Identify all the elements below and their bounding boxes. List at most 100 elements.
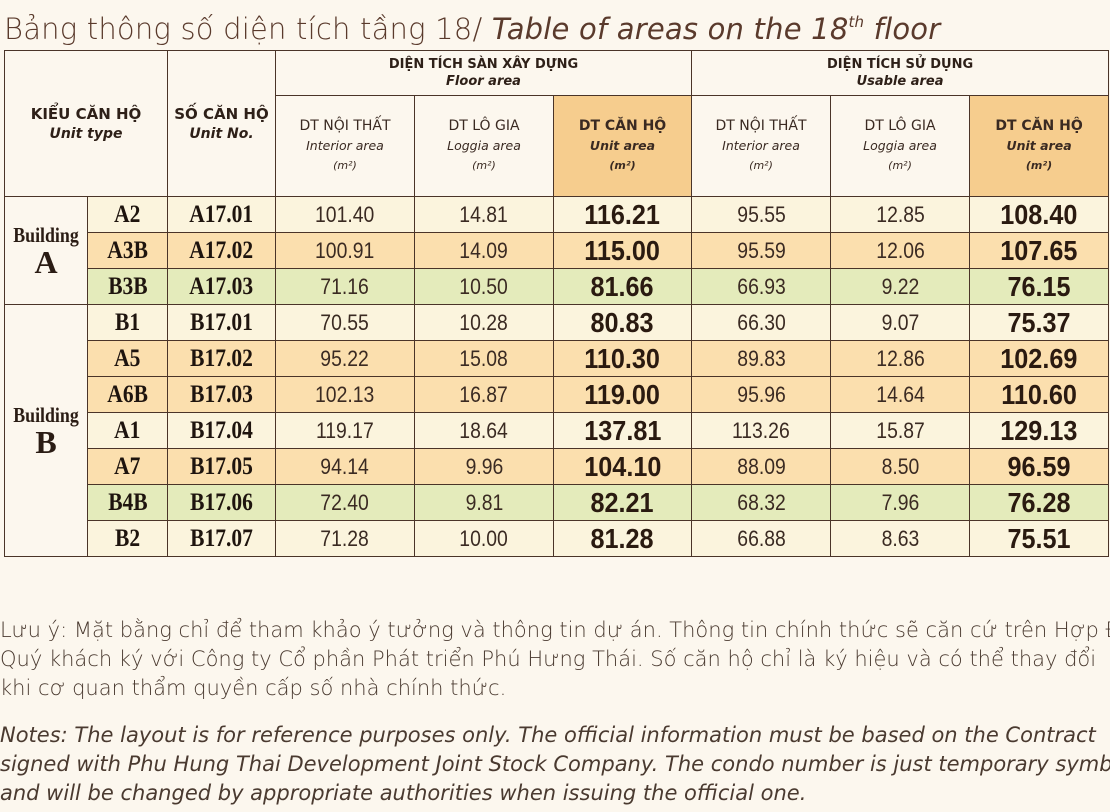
- floor-interior-cell: 72.40: [275, 484, 415, 521]
- floor-unit-area-cell: 119.00: [552, 376, 693, 413]
- floor-unit-area-cell: 82.21: [552, 484, 693, 521]
- header-usable-unit-area: DT CĂN HỘ Unit area (m²): [969, 95, 1110, 197]
- unit-type-cell: B1: [87, 304, 168, 341]
- header-usable-interior: DT NỘI THẤT Interior area (m²): [691, 95, 832, 197]
- usable-loggia-cell: 15.87: [830, 412, 971, 449]
- title-vi: Bảng thông số diện tích tầng 18/: [4, 12, 492, 46]
- table-row: A7 B17.05 94.14 9.96 104.10 88.09 8.50 9…: [5, 448, 1110, 485]
- floor-interior-cell: 71.16: [275, 268, 415, 305]
- title-en: Table of areas on the 18th floor: [491, 12, 941, 46]
- unit-type-cell: B4B: [87, 484, 168, 521]
- unit-no-cell: B17.03: [167, 376, 276, 413]
- unit-no-cell: A17.01: [167, 196, 276, 233]
- unit-type-cell: A5: [87, 340, 168, 377]
- floor-interior-cell: 71.28: [275, 520, 415, 557]
- header-floor-interior: DT NỘI THẤT Interior area (m²): [275, 95, 415, 197]
- area-table: KIỂU CĂN HỘ Unit type SỐ CĂN HỘ Unit No.…: [4, 50, 1110, 557]
- floor-loggia-cell: 14.09: [414, 232, 554, 269]
- header-usable-loggia: DT LÔ GIA Loggia area (m²): [830, 95, 971, 197]
- building-b-label: Building B: [4, 304, 88, 557]
- unit-no-cell: B17.07: [167, 520, 276, 557]
- usable-interior-cell: 95.96: [691, 376, 832, 413]
- unit-type-cell: A3B: [87, 232, 168, 269]
- usable-interior-cell: 66.88: [691, 520, 832, 557]
- floor-interior-cell: 101.40: [275, 196, 415, 233]
- table-row: Building B B1 B17.01 70.55 10.28 80.83 66…: [4, 304, 1110, 557]
- page-title: Bảng thông số diện tích tầng 18/ Table o…: [4, 2, 940, 46]
- unit-type-cell: A6B: [87, 376, 168, 413]
- usable-loggia-cell: 12.85: [830, 196, 971, 233]
- header-usable-area: DIỆN TÍCH SỬ DỤNG Usable area: [691, 50, 1110, 96]
- floor-loggia-cell: 14.81: [414, 196, 554, 233]
- usable-unit-area-cell: 76.28: [969, 484, 1110, 521]
- floor-interior-cell: 100.91: [275, 232, 415, 269]
- header-floor-unit-area: DT CĂN HỘ Unit area (m²): [552, 95, 693, 197]
- unit-type-cell: B3B: [87, 268, 168, 305]
- table-row: A5 B17.02 95.22 15.08 110.30 89.83 12.86…: [5, 340, 1110, 377]
- unit-type-cell: B2: [87, 520, 168, 557]
- table-row: A3B A17.02 100.91 14.09 115.00 95.59 12.…: [5, 232, 1110, 269]
- unit-type-cell: A1: [87, 412, 168, 449]
- table-row: A6B B17.03 102.13 16.87 119.00 95.96 14.…: [5, 376, 1110, 413]
- usable-loggia-cell: 7.96: [830, 484, 971, 521]
- table-row: Building A A2 A17.01 101.40 14.81 116.21 …: [4, 196, 1110, 305]
- building-a-label: Building A: [4, 196, 88, 305]
- floor-loggia-cell: 16.87: [414, 376, 554, 413]
- floor-unit-area-cell: 81.66: [552, 268, 693, 305]
- floor-loggia-cell: 10.00: [414, 520, 554, 557]
- usable-interior-cell: 113.26: [691, 412, 832, 449]
- floor-unit-area-cell: 110.30: [552, 340, 693, 377]
- usable-unit-area-cell: 102.69: [969, 340, 1110, 377]
- table-row: A1 B17.04 119.17 18.64 137.81 113.26 15.…: [5, 412, 1110, 449]
- floor-loggia-cell: 9.81: [414, 484, 554, 521]
- notes: Lưu ý: Mặt bằng chỉ để tham khảo ý tưởng…: [0, 616, 1110, 808]
- usable-interior-cell: 68.32: [691, 484, 832, 521]
- notes-en: Notes: The layout is for reference purpo…: [0, 723, 1110, 805]
- unit-no-cell: A17.03: [167, 268, 276, 305]
- usable-unit-area-cell: 76.15: [969, 268, 1110, 305]
- floor-unit-area-cell: 137.81: [552, 412, 693, 449]
- table-row: B4B B17.06 72.40 9.81 82.21 68.32 7.96 7…: [5, 484, 1110, 521]
- usable-unit-area-cell: 75.37: [969, 304, 1110, 341]
- table-row: B3B A17.03 71.16 10.50 81.66 66.93 9.22 …: [5, 268, 1110, 305]
- usable-interior-cell: 66.93: [691, 268, 832, 305]
- floor-unit-area-cell: 80.83: [552, 304, 693, 341]
- floor-interior-cell: 94.14: [275, 448, 415, 485]
- notes-vi: Lưu ý: Mặt bằng chỉ để tham khảo ý tưởng…: [0, 618, 1110, 700]
- usable-loggia-cell: 8.50: [830, 448, 971, 485]
- unit-no-cell: B17.01: [167, 304, 276, 341]
- usable-loggia-cell: 12.06: [830, 232, 971, 269]
- floor-loggia-cell: 18.64: [414, 412, 554, 449]
- usable-interior-cell: 95.55: [691, 196, 832, 233]
- floor-interior-cell: 119.17: [275, 412, 415, 449]
- floor-unit-area-cell: 116.21: [552, 196, 693, 233]
- usable-loggia-cell: 14.64: [830, 376, 971, 413]
- unit-type-cell: A7: [87, 448, 168, 485]
- floor-loggia-cell: 9.96: [414, 448, 554, 485]
- usable-interior-cell: 88.09: [691, 448, 832, 485]
- unit-no-cell: B17.04: [167, 412, 276, 449]
- unit-no-cell: B17.02: [167, 340, 276, 377]
- header-unit-no: SỐ CĂN HỘ Unit No.: [167, 50, 276, 197]
- unit-no-cell: A17.02: [167, 232, 276, 269]
- usable-unit-area-cell: 129.13: [969, 412, 1110, 449]
- floor-unit-area-cell: 104.10: [552, 448, 693, 485]
- floor-unit-area-cell: 81.28: [552, 520, 693, 557]
- floor-interior-cell: 102.13: [275, 376, 415, 413]
- unit-no-cell: B17.06: [167, 484, 276, 521]
- usable-unit-area-cell: 107.65: [969, 232, 1110, 269]
- floor-unit-area-cell: 115.00: [552, 232, 693, 269]
- usable-loggia-cell: 12.86: [830, 340, 971, 377]
- header-floor-area: DIỆN TÍCH SÀN XÂY DỰNG Floor area: [274, 50, 693, 96]
- usable-interior-cell: 95.59: [691, 232, 832, 269]
- usable-interior-cell: 89.83: [691, 340, 832, 377]
- usable-interior-cell: 66.30: [691, 304, 832, 341]
- floor-loggia-cell: 10.28: [414, 304, 554, 341]
- usable-unit-area-cell: 108.40: [969, 196, 1110, 233]
- header-floor-loggia: DT LÔ GIA Loggia area (m²): [414, 95, 554, 197]
- usable-unit-area-cell: 75.51: [969, 520, 1110, 557]
- unit-type-cell: A2: [87, 196, 168, 233]
- usable-loggia-cell: 8.63: [830, 520, 971, 557]
- usable-loggia-cell: 9.07: [830, 304, 971, 341]
- unit-no-cell: B17.05: [167, 448, 276, 485]
